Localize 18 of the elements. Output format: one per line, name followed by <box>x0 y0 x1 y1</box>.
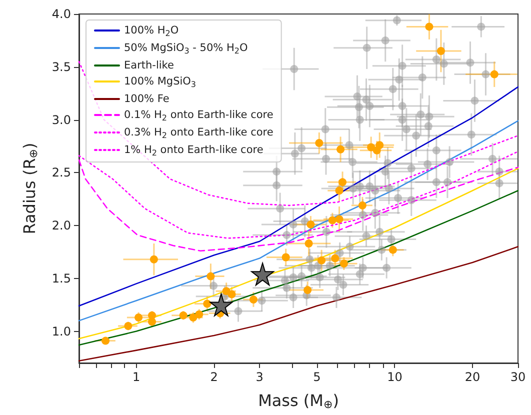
legend-label: 100% Fe <box>124 93 170 105</box>
x-tick-label: 1 <box>132 370 140 384</box>
x-tick-label: 5 <box>313 370 321 384</box>
legend-label: Earth-like <box>124 60 174 72</box>
y-tick-label: 3.0 <box>52 112 71 127</box>
y-tick-label: 2.0 <box>52 218 71 233</box>
y-tick-label: 3.5 <box>52 60 71 74</box>
y-tick-label: 1.5 <box>52 271 71 286</box>
x-tick-label: 10 <box>387 370 402 384</box>
y-axis-title: Radius (R⊕) <box>20 142 40 234</box>
y-tick-label: 2.5 <box>52 166 71 180</box>
y-tick-label: 1.0 <box>52 324 71 338</box>
x-tick-label: 20 <box>464 370 480 384</box>
y-tick-label: 4.0 <box>52 7 71 21</box>
x-tick-label: 3 <box>256 370 264 384</box>
x-axis-title: Mass (M⊕) <box>258 391 339 411</box>
x-tick-label: 2 <box>210 370 218 384</box>
x-tick-label: 30 <box>510 370 526 384</box>
